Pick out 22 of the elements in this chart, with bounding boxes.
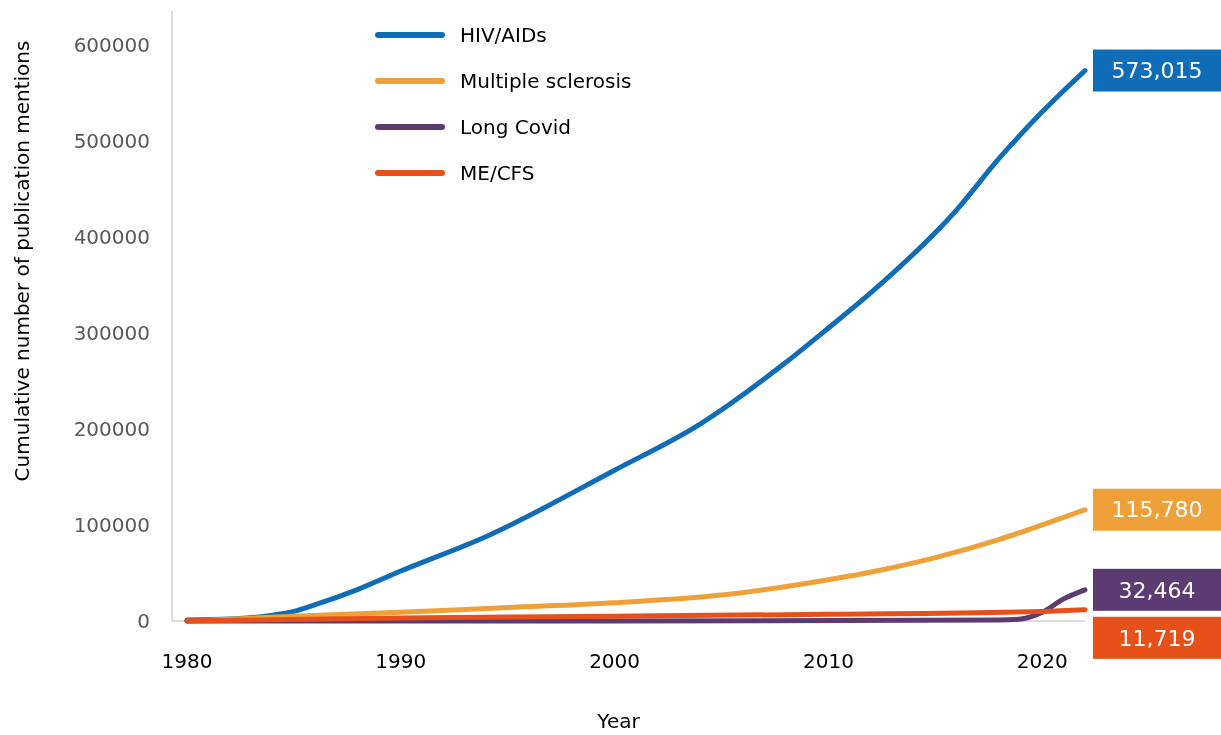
y-tick-label: 600000 [73,32,150,57]
data-label: 11,719 [1118,625,1196,651]
legend-label: Multiple sclerosis [460,69,632,93]
y-tick-label: 500000 [73,128,150,153]
x-tick-label: 2010 [802,649,854,673]
y-tick-label: 100000 [73,512,150,537]
x-tick-label: 1990 [375,649,427,673]
y-tick-label: 400000 [73,224,150,249]
data-label: 115,780 [1111,497,1203,523]
y-tick-label: 200000 [73,416,150,441]
x-axis-title: Year [596,709,641,733]
x-tick-label: 2020 [1016,649,1068,673]
legend-label: HIV/AIDs [460,23,547,47]
y-tick-label: 0 [137,609,150,633]
legend-label: Long Covid [460,115,572,139]
data-label: 32,464 [1118,577,1196,603]
x-tick-label: 1980 [161,649,213,673]
y-tick-label: 300000 [73,320,150,345]
x-tick-label: 2000 [589,649,641,673]
y-axis-title: Cumulative number of publication mentions [10,40,34,482]
legend-label: ME/CFS [460,161,535,185]
data-label: 573,015 [1111,58,1203,84]
